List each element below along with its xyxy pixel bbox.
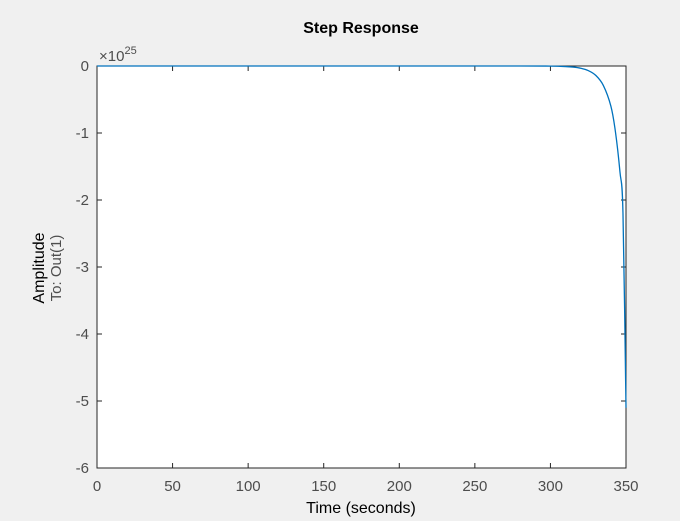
x-tick-label-0: 0 [93, 478, 101, 495]
y-tick-label-3: -3 [76, 259, 89, 276]
y-exponent-base: ×10 [99, 48, 124, 65]
series-group [97, 65, 627, 408]
x-tick-label-150: 150 [311, 478, 336, 495]
x-tick-label-250: 250 [462, 478, 487, 495]
y-tick-label-1: -1 [76, 125, 89, 142]
x-axis-label: Time (seconds) [306, 500, 416, 517]
series-line-0 [97, 65, 627, 408]
x-tick-label-100: 100 [236, 478, 261, 495]
y-tick-label-5: -5 [76, 393, 89, 410]
y-tick-label-6: -6 [76, 460, 89, 477]
y-tick-label-0: 0 [81, 58, 89, 75]
y-axis-label: Amplitude [31, 232, 48, 303]
y-tick-label-2: -2 [76, 192, 89, 209]
y-tick-labels: 0 -1 -2 -3 -4 -5 -6 [76, 58, 89, 477]
plot-area [96, 65, 627, 469]
chart-title: Step Response [303, 20, 419, 37]
x-tick-label-50: 50 [164, 478, 181, 495]
y-exponent-label: ×1025 [99, 45, 137, 65]
y-exponent-power: 25 [124, 45, 136, 57]
axis-ticks [96, 65, 627, 469]
y-axis-sublabel: To: Out(1) [48, 235, 65, 302]
x-tick-label-200: 200 [387, 478, 412, 495]
x-tick-label-350: 350 [613, 478, 638, 495]
y-tick-label-4: -4 [76, 326, 89, 343]
x-tick-label-300: 300 [538, 478, 563, 495]
x-tick-labels: 0 50 100 150 200 250 300 350 [93, 478, 639, 495]
